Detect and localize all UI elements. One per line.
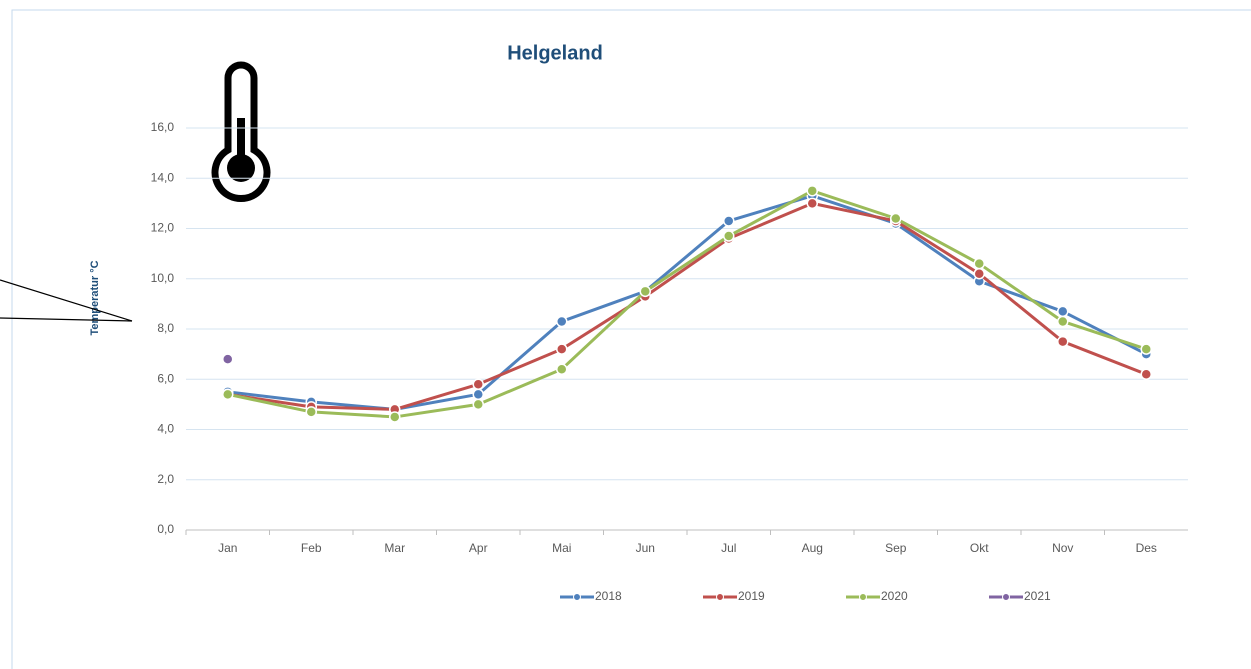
y-tick-label: 0,0 [157,522,174,536]
x-tick-label: Mar [384,541,405,555]
data-point [1057,305,1069,318]
data-point [472,388,484,401]
data-point [556,343,568,355]
data-point [389,411,401,423]
legend-marker [859,593,867,601]
legend-marker [716,593,724,601]
y-axis-label: Temperatur °C [89,260,101,335]
y-tick-label: 10,0 [151,271,175,285]
data-point [472,378,484,391]
x-tick-label: Aug [802,541,823,555]
x-tick-label: Jul [721,541,736,555]
legend-label: 2021 [1024,589,1051,603]
legend-marker [573,593,581,601]
data-point [890,212,902,225]
data-point [639,285,651,298]
data-point [222,353,234,365]
x-tick-label: Des [1136,541,1157,555]
data-point [973,267,985,280]
thermometer-icon [211,61,271,202]
x-tick-label: Jun [636,541,655,555]
legend-label: 2019 [738,589,765,603]
data-point [806,197,818,210]
y-tick-label: 6,0 [157,371,174,385]
data-point [472,398,484,411]
data-point [222,388,234,401]
data-point [305,406,317,418]
y-tick-label: 12,0 [151,221,175,235]
chart-frame [11,9,1251,669]
data-point [1140,368,1152,380]
x-tick-label: Sep [885,541,907,555]
y-tick-label: 14,0 [151,170,175,184]
data-point [723,230,735,242]
x-tick-label: Okt [970,541,989,555]
data-point [806,185,818,197]
data-point [1057,335,1069,348]
x-tick-label: Apr [469,541,488,555]
legend-label: 2020 [881,589,908,603]
legend-label: 2018 [595,589,622,603]
y-tick-label: 16,0 [151,120,175,134]
legend-marker [1002,593,1010,601]
y-tick-label: 2,0 [157,472,174,486]
x-tick-label: Nov [1052,541,1073,555]
data-point [556,363,568,375]
series-line [227,194,1147,411]
x-tick-label: Mai [552,541,571,555]
series-line [227,201,1147,411]
data-point [1057,315,1069,328]
y-tick-label: 8,0 [157,321,174,335]
x-tick-label: Feb [301,541,322,555]
data-point [1140,343,1152,355]
callout-lines [0,279,133,322]
x-tick-label: Jan [218,541,237,555]
series-line [227,189,1147,419]
data-point [973,257,985,270]
y-tick-label: 4,0 [157,422,174,436]
data-point [556,315,568,328]
chart-title: Helgeland [507,42,603,64]
data-point [723,215,735,227]
